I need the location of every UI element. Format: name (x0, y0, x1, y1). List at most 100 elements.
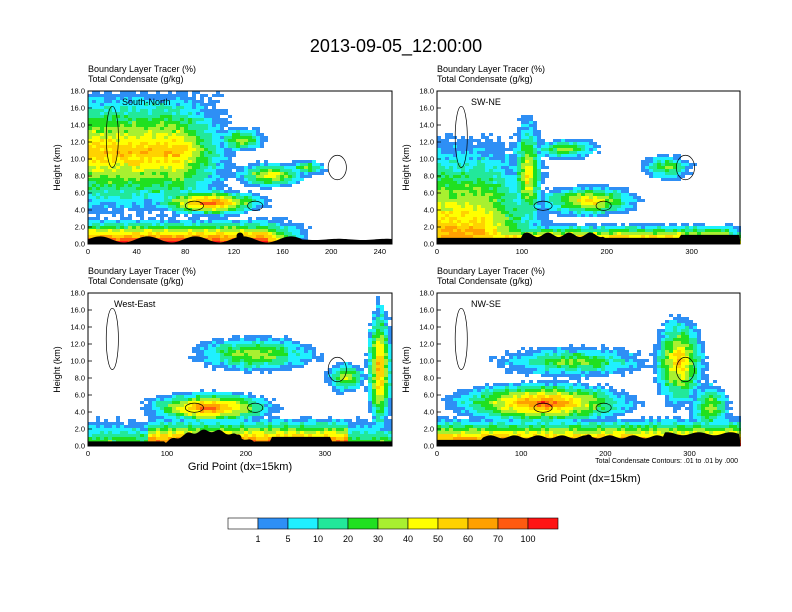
heatmap-cell (136, 193, 140, 196)
heatmap-cell (156, 169, 160, 172)
heatmap-cell (609, 193, 613, 196)
condensate-contour (533, 200, 553, 211)
heatmap-cell (272, 407, 276, 410)
heatmap-cell (208, 145, 212, 148)
heatmap-cell (224, 428, 228, 431)
heatmap-cell (220, 208, 224, 211)
heatmap-cell (212, 172, 216, 175)
heatmap-cell (617, 229, 621, 232)
heatmap-cell (132, 100, 136, 103)
heatmap-cell (264, 217, 268, 220)
heatmap-cell (252, 145, 256, 148)
heatmap-cell (92, 109, 96, 112)
heatmap-cell (116, 100, 120, 103)
heatmap-cell (208, 413, 212, 416)
heatmap-cell (633, 232, 637, 235)
heatmap-cell (92, 232, 96, 235)
heatmap-cell (232, 193, 236, 196)
heatmap-cell (485, 208, 489, 211)
heatmap-cell (224, 157, 228, 160)
heatmap-cell (152, 136, 156, 139)
heatmap-cell (256, 407, 260, 410)
heatmap-cell (581, 184, 585, 187)
heatmap-cell (525, 166, 529, 169)
heatmap-cell (140, 115, 144, 118)
heatmap-cell (196, 178, 200, 181)
heatmap-cell (200, 160, 204, 163)
heatmap-cell (537, 181, 541, 184)
heatmap-cell (156, 235, 160, 238)
heatmap-cell (613, 235, 617, 238)
heatmap-cell (236, 419, 240, 422)
heatmap-cell (220, 157, 224, 160)
heatmap-cell (148, 223, 152, 226)
heatmap-cell (308, 175, 312, 178)
heatmap-cell (88, 226, 92, 229)
heatmap-cell (453, 145, 457, 148)
heatmap-cell (116, 190, 120, 193)
heatmap-cell (264, 139, 268, 142)
heatmap-cell (116, 178, 120, 181)
heatmap-cell (625, 202, 629, 205)
heatmap-cell (216, 208, 220, 211)
heatmap-cell (296, 226, 300, 229)
heatmap-cell (276, 404, 280, 407)
heatmap-cell (597, 145, 601, 148)
heatmap-cell (308, 169, 312, 172)
heatmap-cell (184, 157, 188, 160)
heatmap-cell (180, 139, 184, 142)
heatmap-cell (140, 175, 144, 178)
heatmap-cell (601, 190, 605, 193)
heatmap-cell (120, 163, 124, 166)
heatmap-cell (180, 178, 184, 181)
heatmap-cell (216, 91, 220, 94)
heatmap-cell (489, 181, 493, 184)
heatmap-cell (132, 91, 136, 94)
heatmap-cell (148, 97, 152, 100)
heatmap-cell (308, 172, 312, 175)
heatmap-cell (236, 398, 240, 401)
heatmap-cell (144, 172, 148, 175)
heatmap-cell (629, 205, 633, 208)
heatmap-cell (236, 392, 240, 395)
heatmap-cell (188, 178, 192, 181)
heatmap-cell (188, 163, 192, 166)
heatmap-cell (493, 154, 497, 157)
heatmap-cell (284, 362, 288, 365)
heatmap-cell (196, 398, 200, 401)
heatmap-cell (300, 229, 304, 232)
heatmap-cell (116, 437, 120, 440)
heatmap-cell (128, 145, 132, 148)
heatmap-cell (88, 208, 92, 211)
heatmap-cell (136, 100, 140, 103)
heatmap-cell (669, 169, 673, 172)
heatmap-cell (128, 196, 132, 199)
heatmap-cell (200, 145, 204, 148)
heatmap-cell (469, 220, 473, 223)
heatmap-cell (264, 434, 268, 437)
heatmap-cell (549, 154, 553, 157)
heatmap-cell (517, 169, 521, 172)
heatmap-cell (489, 187, 493, 190)
heatmap-cell (220, 416, 224, 419)
heatmap-cell (120, 425, 124, 428)
heatmap-cell (621, 190, 625, 193)
heatmap-cell (152, 157, 156, 160)
heatmap-cell (220, 163, 224, 166)
heatmap-cell (148, 148, 152, 151)
heatmap-cell (216, 428, 220, 431)
heatmap-cell (196, 121, 200, 124)
heatmap-cell (224, 169, 228, 172)
heatmap-cell (164, 103, 168, 106)
heatmap-cell (589, 142, 593, 145)
heatmap-cell (477, 154, 481, 157)
heatmap-cell (589, 151, 593, 154)
heatmap-cell (597, 229, 601, 232)
heatmap-cell (244, 350, 248, 353)
heatmap-cell (533, 232, 537, 235)
heatmap-cell (96, 431, 100, 434)
heatmap-cell (240, 428, 244, 431)
heatmap-cell (168, 118, 172, 121)
heatmap-cell (156, 160, 160, 163)
heatmap-cell (188, 428, 192, 431)
